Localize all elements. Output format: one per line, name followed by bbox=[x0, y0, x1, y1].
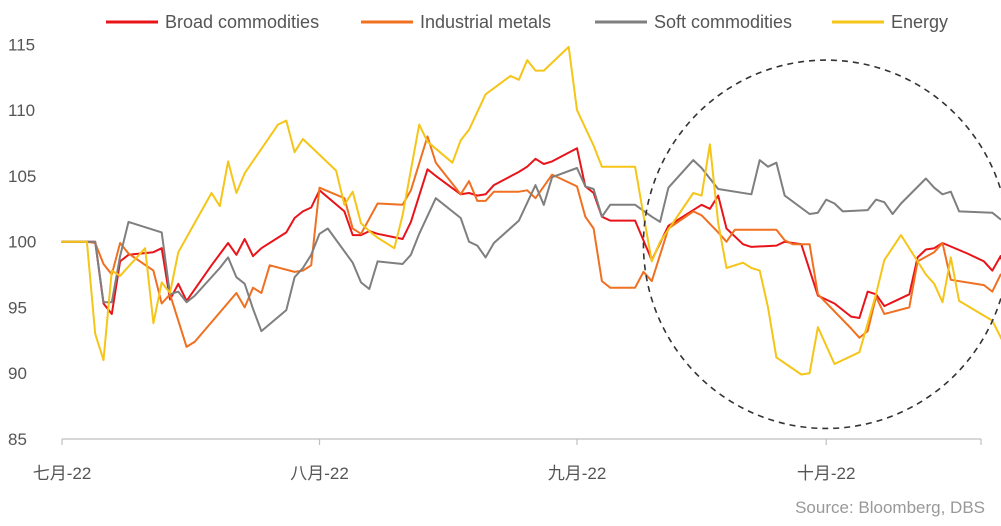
series-layer bbox=[61, 45, 1001, 376]
y-tick-label: 110 bbox=[8, 101, 35, 120]
legend-label: Industrial metals bbox=[420, 12, 551, 32]
y-tick-label: 85 bbox=[8, 430, 27, 449]
y-tick-label: 100 bbox=[8, 233, 36, 252]
y-tick-label: 95 bbox=[8, 298, 27, 317]
y-tick-label: 115 bbox=[8, 35, 35, 54]
x-tick-label: 九月-22 bbox=[548, 464, 607, 483]
source-note: Source: Bloomberg, DBS bbox=[795, 498, 985, 517]
legend-label: Soft commodities bbox=[654, 12, 792, 32]
x-axis: 七月-22 八月-22 九月-22 十月-22 bbox=[33, 438, 982, 483]
legend-label: Energy bbox=[891, 12, 948, 32]
legend-label: Broad commodities bbox=[165, 12, 319, 32]
x-tick-label: 七月-22 bbox=[33, 464, 92, 483]
y-axis: 85 90 95 100 105 110 115 bbox=[8, 35, 36, 449]
annotation-layer bbox=[642, 59, 1001, 430]
x-tick-label: 八月-22 bbox=[290, 464, 349, 483]
y-tick-label: 90 bbox=[8, 364, 27, 383]
x-tick-label: 十月-22 bbox=[797, 464, 856, 483]
series-line-industrial-metals bbox=[61, 135, 1001, 348]
series-line-broad-commodities bbox=[61, 147, 1001, 319]
highlight-ellipse bbox=[642, 59, 1001, 430]
series-line-energy bbox=[61, 45, 1001, 376]
series-line-soft-commodities bbox=[61, 159, 1001, 333]
y-tick-label: 105 bbox=[8, 167, 36, 186]
legend: Broad commodities Industrial metals Soft c… bbox=[106, 12, 948, 32]
